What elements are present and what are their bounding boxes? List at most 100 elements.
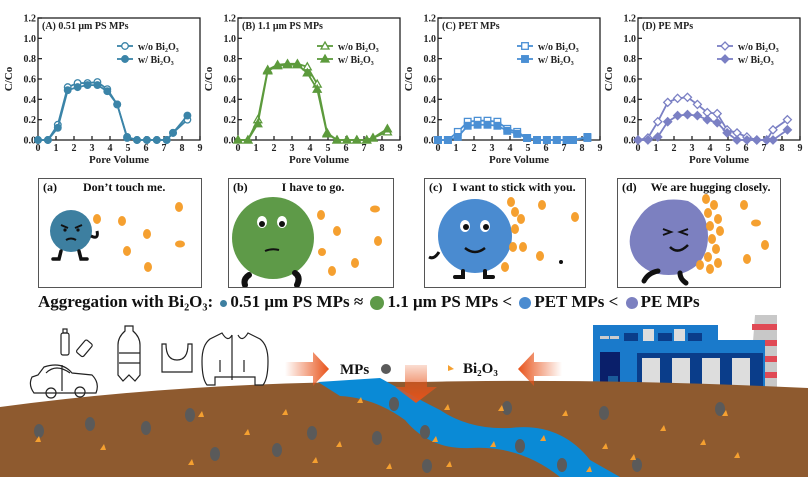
data-point	[521, 42, 529, 50]
data-point	[473, 120, 482, 129]
panel-d: (d) We are hugging closely.	[617, 178, 781, 288]
mps-label: MPs	[340, 362, 369, 378]
arrow-right-icon	[285, 352, 329, 386]
y-axis-label: C/Co	[203, 66, 215, 91]
data-point	[133, 136, 141, 144]
legend-label: w/ Bi₂O₃	[338, 55, 374, 66]
data-point	[732, 135, 742, 145]
summary-sep-3: <	[608, 292, 619, 311]
data-point	[162, 136, 171, 144]
x-tick-label: 4	[508, 143, 513, 154]
series-line	[438, 123, 588, 141]
y-tick-label: 0.4	[24, 95, 37, 106]
tiny-particle	[559, 260, 563, 264]
chart-title: (C) PET MPs	[442, 21, 500, 32]
summary-item-1: 0.51 μm PS MPs	[230, 292, 350, 311]
data-point	[321, 128, 333, 138]
ps-particle-small	[50, 210, 92, 252]
panel-a-illustration	[50, 202, 185, 272]
x-tick-label: 3	[290, 143, 295, 154]
frown	[65, 237, 77, 241]
data-point	[262, 65, 273, 75]
series-line	[638, 113, 788, 141]
chart-title: (B) 1.1 μm PS MPs	[242, 21, 323, 32]
data-point	[722, 127, 733, 138]
y-tick-label: 1.0	[624, 34, 637, 45]
data-point	[503, 126, 512, 135]
mp-particles-in-soil	[34, 397, 725, 473]
summary-prefix: Aggregation with Bi₂O₃:	[38, 292, 214, 311]
data-point	[83, 81, 92, 90]
y-tick-label: 0.2	[624, 115, 637, 126]
data-point	[583, 132, 592, 141]
x-tick-label: 4	[708, 143, 713, 154]
soil-ground	[0, 380, 808, 477]
data-point	[662, 97, 673, 108]
series-line	[38, 81, 189, 141]
legend-label: w/o Bi₂O₃	[538, 42, 579, 53]
x-tick-label: 0	[636, 143, 641, 154]
x-tick-label: 9	[798, 143, 803, 154]
legs	[51, 249, 89, 261]
data-point	[63, 86, 72, 95]
x-tick-label: 9	[598, 143, 603, 154]
panel-c-caption: I want to stick with you.	[452, 180, 576, 194]
legend-label: w/ Bi₂O₃	[738, 55, 774, 66]
x-tick-label: 1	[454, 143, 459, 154]
happy-eyes	[662, 228, 689, 236]
y-axis-label: C/Co	[603, 66, 615, 91]
panel-b-illustration	[232, 197, 382, 287]
data-point	[569, 136, 577, 144]
data-point	[331, 134, 343, 144]
y-tick-label: 0.8	[24, 54, 37, 65]
x-tick-label: 5	[526, 143, 531, 154]
dot-pe	[625, 297, 638, 310]
summary-sep-1: ≈	[353, 292, 364, 311]
pet-particle	[438, 199, 512, 273]
data-point	[123, 134, 132, 142]
x-tick-label: 0	[436, 143, 441, 154]
data-point	[232, 134, 244, 144]
data-point	[712, 117, 723, 128]
panel-c-illustration	[428, 197, 579, 279]
data-point	[521, 55, 529, 63]
mouth	[264, 248, 280, 252]
y-tick-label: 0.0	[24, 136, 37, 147]
plot-frame	[437, 17, 601, 141]
data-point	[43, 136, 52, 144]
data-point	[121, 42, 129, 50]
x-tick-label: 9	[198, 143, 203, 154]
data-point	[652, 132, 663, 142]
y-tick-label: 1.2	[624, 14, 637, 25]
y-tick-label: 1.2	[424, 14, 437, 25]
y-tick-label: 1.2	[24, 14, 37, 25]
summary-sep-2: <	[502, 292, 513, 311]
series-line	[238, 62, 388, 141]
chart-d: 0.0 0.2 0.4 0.6 0.8 1.0 1.2 0 1 2 3 4 5 6 7 8 9 Pore Volu…	[600, 0, 803, 167]
data-point	[642, 135, 653, 145]
x-axis-label: Pore Volume	[489, 154, 549, 166]
y-tick-label: 1.0	[224, 34, 237, 45]
data-point	[319, 40, 331, 50]
panel-b-caption: I have to go.	[281, 180, 345, 194]
bi2o3-particles-attached	[501, 197, 579, 272]
x-tick-label: 2	[72, 143, 77, 154]
data-point	[720, 41, 730, 51]
eye	[463, 224, 469, 230]
legend-label: w/o Bi₂O₃	[138, 42, 179, 53]
y-tick-label: 0.8	[624, 54, 637, 65]
data-point	[761, 135, 772, 145]
smile	[464, 246, 486, 254]
y-tick-label: 1.2	[224, 14, 237, 25]
arrow-left-icon	[518, 352, 562, 386]
data-point	[741, 135, 752, 145]
data-point	[633, 135, 643, 145]
x-tick-label: 3	[90, 143, 95, 154]
bi2o3-particle-icon	[448, 365, 454, 371]
panel-d-caption: We are hugging closely.	[650, 180, 771, 194]
data-point	[382, 123, 393, 133]
x-tick-label: 6	[744, 143, 749, 154]
data-point	[312, 83, 323, 93]
data-point	[34, 136, 42, 144]
data-point	[242, 134, 254, 144]
